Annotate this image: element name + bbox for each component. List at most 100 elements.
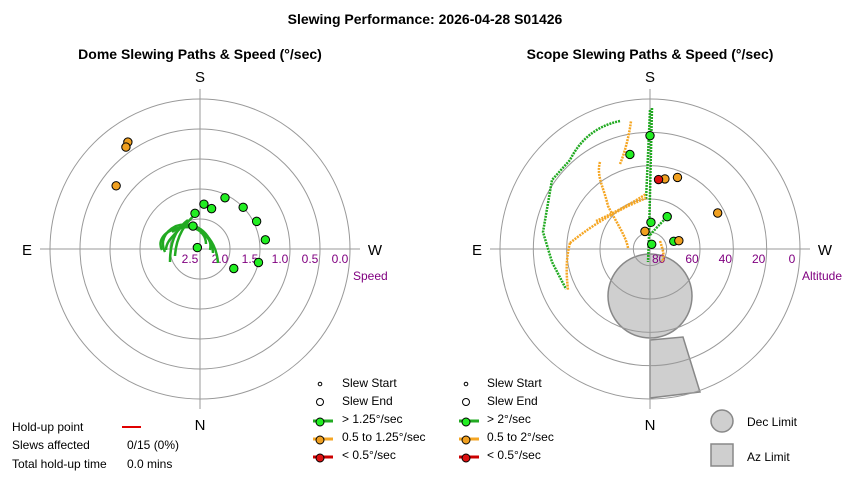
dome-polar-grid [40,89,360,409]
slew-end-point [674,236,684,246]
scope-legend-az-limit: Az Limit [747,450,790,464]
slew-end-point [653,174,664,185]
scope-slew-path [569,196,647,244]
dome-compass-n: N [195,417,206,434]
legend-slew-end-marker [316,398,324,406]
az-limit-region [649,336,701,399]
legend-fast-marker [315,417,325,427]
slew-end-point [190,208,200,219]
slew-end-point [220,193,230,203]
scope-compass-s: S [645,69,655,86]
dome-panel: Dome Slewing Paths & Speed (°/sec) S N E… [12,46,426,471]
scope-panel: Scope Slewing Paths & Speed (°/sec) S N … [459,46,842,467]
slew-end-point [645,130,655,141]
dome-legend-end: Slew End [342,394,393,408]
legend-slew-start-marker [463,381,469,387]
slew-end-point [199,199,209,209]
dome-slew-end-points [111,137,271,274]
legend-slew-end-marker [462,398,470,406]
slew-end-point [111,181,121,191]
radial-tick-label: 20 [752,252,766,266]
scope-legend: Slew Start Slew End > 2°/sec 0.5 to 2°/s… [459,376,798,467]
scope-slew-path [649,216,668,236]
scope-limit-regions [607,253,701,399]
slew-end-point [192,242,203,253]
radial-tick-label: 0.5 [302,252,319,266]
holdup-slews-label: Slews affected [12,438,90,452]
scope-legend-medium: 0.5 to 2°/sec [487,430,554,444]
legend-medium-marker [461,435,471,445]
slew-end-point [229,263,239,274]
scope-slew-path [565,242,572,291]
legend-slow-marker [315,453,325,463]
slew-end-point [672,172,683,183]
slew-end-point [646,217,656,228]
radial-tick-label: 0 [789,252,796,266]
scope-altitude-ticks: 80 60 40 20 0 [652,252,796,266]
scope-compass-e: E [472,242,482,259]
scope-legend-dec-limit: Dec Limit [747,415,798,429]
radial-tick-label: 80 [652,252,666,266]
scope-slew-path [541,119,621,290]
slew-end-point [260,235,271,245]
slew-end-point [647,239,657,250]
slew-end-point [238,202,248,213]
slew-end-point [253,257,264,268]
legend-medium-marker [315,435,325,445]
dome-compass-w: W [368,242,383,259]
scope-legend-slow: < 0.5°/sec [487,448,541,462]
dome-compass-s: S [195,69,205,86]
slew-end-point [662,211,672,222]
scope-slew-path [658,240,665,263]
slew-end-point [712,208,723,218]
scope-slew-paths [541,107,668,291]
dome-slew-path [164,223,185,251]
scope-legend-fast: > 2°/sec [487,412,531,426]
scope-slew-path [644,109,652,201]
slew-end-point [251,216,262,227]
figure-title: Slewing Performance: 2026-04-28 S01426 [288,11,563,27]
scope-compass-n: N [645,417,656,434]
scope-slew-path [597,161,630,249]
legend-fast-marker [461,417,471,427]
holdup-total-value: 0.0 mins [127,457,172,471]
scope-slew-end-points [625,130,723,250]
dome-legend-slow: < 0.5°/sec [342,448,396,462]
legend-slew-start-marker [317,381,323,387]
slew-end-point [625,149,635,160]
slew-end-point [188,221,198,231]
dome-legend-start: Slew Start [342,376,397,390]
radial-tick-label: 2.0 [212,252,229,266]
legend-slow-marker [461,453,471,463]
holdup-point-label: Hold-up point [12,420,84,434]
dome-speed-ticks: 2.5 2.0 1.5 1.0 0.5 0.0 [182,252,349,266]
dome-speed-axis-label: Speed [353,269,388,283]
radial-tick-label: 0.0 [332,252,349,266]
dome-legend-fast: > 1.25°/sec [342,412,403,426]
radial-tick-label: 60 [685,252,699,266]
scope-compass-w: W [818,242,833,259]
az-limit-legend-icon [710,443,734,467]
dome-legend-medium: 0.5 to 1.25°/sec [342,430,426,444]
scope-panel-title: Scope Slewing Paths & Speed (°/sec) [527,46,774,62]
radial-tick-label: 40 [719,252,733,266]
radial-tick-label: 1.0 [272,252,289,266]
slew-end-point [206,203,217,214]
dome-panel-title: Dome Slewing Paths & Speed (°/sec) [78,46,322,62]
scope-slew-path [618,120,633,165]
scope-altitude-axis-label: Altitude [802,269,842,283]
dome-legend: Slew Start Slew End > 1.25°/sec 0.5 to 1… [313,376,426,463]
holdup-total-label: Total hold-up time [12,457,107,471]
dome-compass-e: E [22,242,32,259]
scope-slew-path [595,192,647,223]
holdup-slews-value: 0/15 (0%) [127,438,179,452]
scope-legend-end: Slew End [487,394,538,408]
holdup-info: Hold-up point Slews affected 0/15 (0%) T… [12,420,179,471]
radial-tick-label: 2.5 [182,252,199,266]
scope-legend-start: Slew Start [487,376,542,390]
scope-slew-path [646,107,654,263]
dec-limit-legend-icon [710,409,734,433]
dome-slew-path [199,230,212,251]
slew-end-point [121,142,131,152]
